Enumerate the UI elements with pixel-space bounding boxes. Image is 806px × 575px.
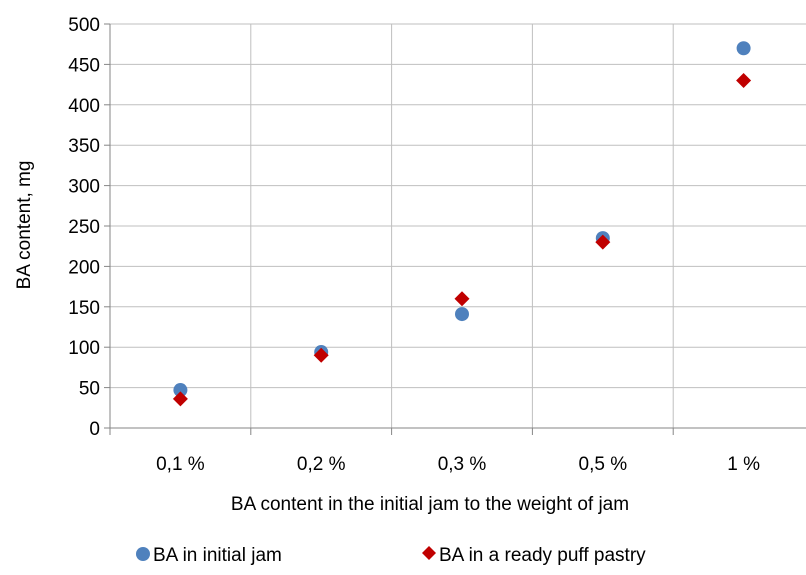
point-puff-pastry bbox=[736, 73, 752, 89]
point-puff-pastry bbox=[454, 291, 470, 307]
x-tick-label: 0,1 % bbox=[156, 454, 205, 475]
point-puff-pastry bbox=[172, 391, 188, 407]
point-puff-pastry bbox=[595, 234, 611, 250]
y-tick-label: 50 bbox=[79, 379, 100, 400]
y-tick-label: 300 bbox=[68, 177, 100, 198]
x-tick-label: 0,3 % bbox=[438, 454, 487, 475]
point-initial-jam bbox=[455, 307, 469, 322]
y-tick-label: 250 bbox=[68, 217, 100, 238]
x-tick-label: 0,5 % bbox=[579, 454, 628, 475]
y-tick-labels: 0 50 100 150 200 250 300 350 400 450 500 bbox=[68, 15, 100, 440]
y-tick-label: 0 bbox=[89, 419, 100, 440]
x-tick-label: 1 % bbox=[727, 454, 760, 475]
legend-label-initial-jam: BA in initial jam bbox=[153, 545, 282, 566]
point-initial-jam bbox=[736, 41, 751, 56]
y-tick-label: 500 bbox=[68, 15, 100, 36]
data-points bbox=[172, 41, 752, 407]
y-tick-label: 350 bbox=[68, 136, 100, 157]
point-initial-jam bbox=[173, 383, 188, 398]
y-tick-label: 450 bbox=[68, 55, 100, 76]
gridlines bbox=[110, 23, 806, 428]
point-puff-pastry bbox=[313, 347, 329, 363]
x-tick-labels: 0,1 % 0,2 % 0,3 % 0,5 % 1 % bbox=[156, 454, 760, 475]
legend-label-puff-pastry: BA in a ready puff pastry bbox=[439, 545, 646, 566]
y-tick-label: 100 bbox=[68, 338, 100, 359]
legend-marker-puff-pastry bbox=[422, 546, 436, 560]
y-axis-title: BA content, mg bbox=[14, 161, 35, 290]
y-tick-label: 400 bbox=[68, 96, 100, 117]
y-tick-label: 200 bbox=[68, 257, 100, 278]
y-tick-label: 150 bbox=[68, 298, 100, 319]
legend: BA in initial jam BA in a ready puff pas… bbox=[136, 545, 646, 566]
axes bbox=[104, 23, 806, 435]
legend-marker-initial-jam bbox=[136, 547, 150, 561]
x-axis-title: BA content in the initial jam to the wei… bbox=[231, 494, 629, 515]
x-tick-label: 0,2 % bbox=[297, 454, 346, 475]
